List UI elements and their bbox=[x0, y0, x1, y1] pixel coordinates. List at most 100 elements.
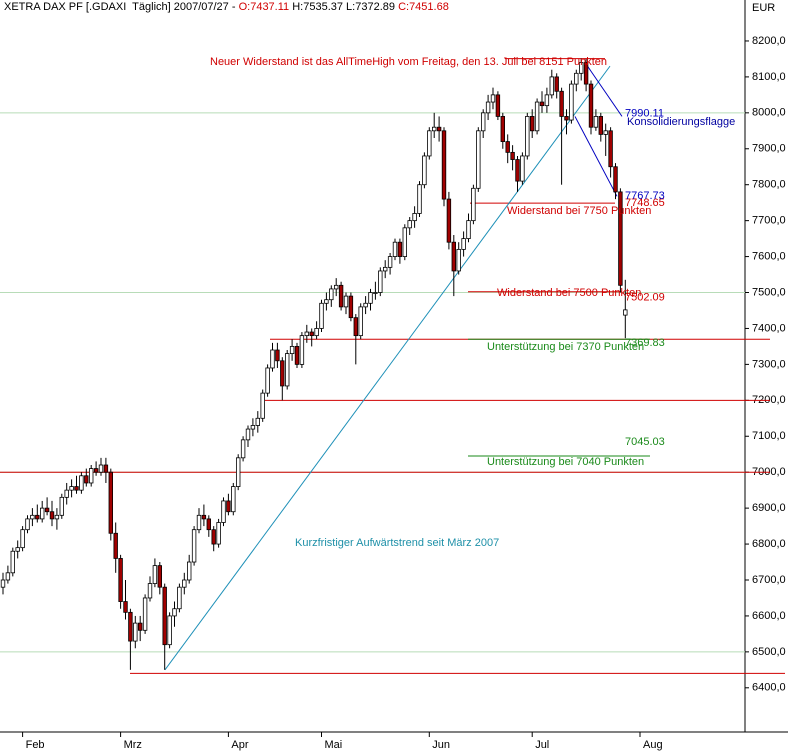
candle-body bbox=[382, 266, 388, 272]
candle-body bbox=[407, 220, 412, 229]
candle-body bbox=[216, 522, 221, 545]
candle-body bbox=[10, 550, 15, 574]
candle-body bbox=[412, 213, 417, 222]
candle-body bbox=[461, 238, 466, 250]
candle-body bbox=[235, 457, 241, 487]
candle-body bbox=[231, 486, 236, 513]
candle-body bbox=[142, 597, 148, 631]
candle-body bbox=[299, 335, 305, 365]
y-tick-label: 7900,0 bbox=[752, 143, 786, 155]
candle-body bbox=[515, 159, 520, 182]
candle-body bbox=[221, 500, 226, 523]
candle-body bbox=[133, 622, 138, 642]
y-unit: EUR bbox=[752, 2, 775, 14]
y-tick-label: 7700,0 bbox=[752, 215, 786, 227]
candle-body bbox=[593, 116, 599, 128]
flag-label: 7990.11 bbox=[625, 107, 664, 119]
candle-body bbox=[128, 611, 133, 642]
y-tick-label: 7300,0 bbox=[752, 358, 786, 370]
candle-body bbox=[123, 601, 128, 613]
candle-body bbox=[84, 475, 89, 484]
annotation: Kurzfristiger Aufwärtstrend seit März 20… bbox=[295, 537, 499, 549]
candle-body bbox=[162, 586, 167, 646]
candle-body bbox=[387, 256, 393, 268]
candle-body bbox=[294, 346, 300, 365]
candle-body bbox=[436, 126, 442, 132]
candle-body bbox=[422, 155, 427, 186]
candle-body bbox=[182, 579, 187, 588]
candle-body bbox=[309, 331, 314, 337]
header-text: C: bbox=[398, 1, 410, 13]
annotation: Widerstand bei 7500 Punkten bbox=[497, 287, 641, 299]
candle-body bbox=[431, 126, 437, 132]
candle-body bbox=[417, 184, 422, 214]
candle-body bbox=[358, 306, 363, 337]
candle-body bbox=[265, 367, 270, 394]
candle-body bbox=[579, 62, 584, 74]
x-tick-label: Mai bbox=[325, 739, 343, 751]
level-label: 7369.83 bbox=[625, 337, 665, 349]
candle-body bbox=[98, 464, 104, 473]
y-tick-label: 8100,0 bbox=[752, 71, 786, 83]
candle-body bbox=[544, 94, 550, 107]
header-text: 7372.89 bbox=[355, 1, 395, 13]
y-tick-label: 8000,0 bbox=[752, 107, 786, 119]
candle-body bbox=[402, 227, 407, 257]
candle-body bbox=[280, 360, 285, 387]
candle-body bbox=[534, 101, 540, 132]
candle-body bbox=[613, 166, 618, 193]
candle-body bbox=[343, 295, 349, 308]
candle-body bbox=[392, 241, 398, 257]
candle-body bbox=[466, 220, 471, 240]
candle-body bbox=[15, 547, 20, 552]
candle-body bbox=[240, 439, 246, 459]
x-tick-label: Apr bbox=[231, 739, 248, 751]
candle-body bbox=[427, 130, 432, 157]
y-tick-label: 8200,0 bbox=[752, 35, 786, 47]
candle-body bbox=[324, 299, 329, 304]
candle-body bbox=[69, 486, 74, 491]
header-text: L: bbox=[346, 1, 356, 13]
y-tick-label: 7400,0 bbox=[752, 322, 786, 334]
y-tick-label: 7100,0 bbox=[752, 430, 786, 442]
candle-body bbox=[64, 489, 69, 498]
candle-body bbox=[40, 507, 45, 520]
candle-body bbox=[206, 518, 211, 531]
candle-body bbox=[289, 346, 295, 355]
candle-body bbox=[554, 76, 559, 92]
candle-body bbox=[157, 565, 162, 588]
y-tick-label: 7600,0 bbox=[752, 250, 786, 262]
candle-body bbox=[338, 284, 344, 308]
candle-body bbox=[284, 353, 290, 387]
y-tick-label: 6900,0 bbox=[752, 502, 786, 514]
candle-body bbox=[446, 198, 452, 243]
candle-body bbox=[505, 141, 510, 153]
flag-label: 7767.73 bbox=[625, 190, 665, 202]
annotation: Widerstand bei 7750 Punkten bbox=[507, 205, 651, 217]
annotation: Neuer Widerstand ist das AllTimeHigh vom… bbox=[210, 56, 607, 68]
candle-body bbox=[54, 514, 60, 520]
candle-body bbox=[260, 392, 265, 419]
x-tick-label: Jul bbox=[535, 739, 549, 751]
x-tick-label: Feb bbox=[26, 739, 45, 751]
candle-body bbox=[250, 425, 256, 430]
y-tick-label: 6400,0 bbox=[752, 682, 786, 694]
candle-body bbox=[564, 116, 569, 121]
y-tick-label: 6600,0 bbox=[752, 610, 786, 622]
candle-body bbox=[500, 116, 505, 142]
candle-body bbox=[373, 292, 378, 294]
annotation: Unterstützung bei 7040 Punkten bbox=[487, 456, 644, 468]
y-tick-label: 7800,0 bbox=[752, 179, 786, 191]
annotation: Konsolidierungsflagge bbox=[627, 116, 735, 128]
level-label: 7502.09 bbox=[625, 292, 665, 304]
candle-body bbox=[59, 496, 64, 516]
candle-body bbox=[196, 514, 202, 531]
candle-body bbox=[490, 94, 496, 103]
candle-body bbox=[485, 101, 491, 114]
candle-body bbox=[378, 270, 383, 293]
candle-body bbox=[118, 558, 123, 602]
flag-line bbox=[584, 62, 623, 117]
candle-body bbox=[25, 518, 30, 531]
candle-body bbox=[348, 295, 354, 319]
candle-body bbox=[397, 241, 403, 257]
